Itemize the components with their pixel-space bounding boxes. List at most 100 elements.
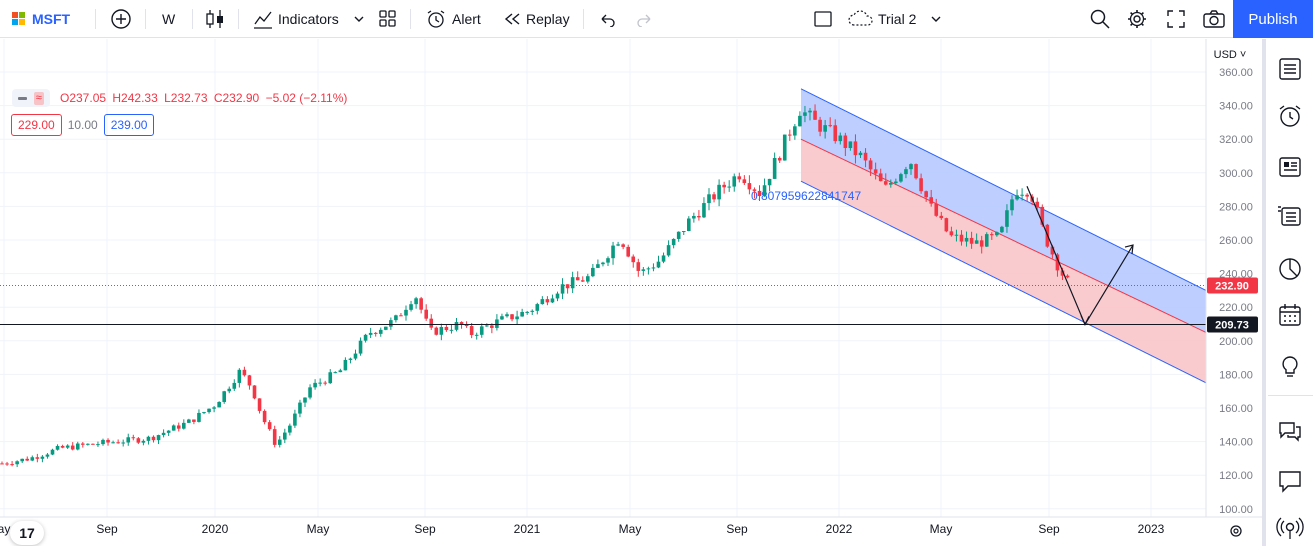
chart-pane[interactable]: 0.807959622841747 360.00 340.00 320.00 300.… (0, 39, 1266, 546)
candle (863, 148, 868, 168)
candle (419, 296, 423, 314)
indicators-button[interactable]: Indicators (252, 0, 339, 38)
candle (858, 151, 863, 159)
axis-settings-icon[interactable] (1230, 525, 1242, 537)
candle (545, 296, 550, 306)
symbol-search[interactable]: MSFT (12, 0, 70, 38)
candle (353, 349, 358, 361)
legend-toggle[interactable]: ≈ (12, 89, 50, 107)
chart-canvas[interactable]: 0.807959622841747 360.00 340.00 320.00 300.… (0, 39, 1262, 546)
candle (1035, 197, 1040, 211)
candle (919, 173, 923, 194)
watchlist-icon[interactable] (1276, 55, 1304, 83)
publish-button[interactable]: Publish (1233, 0, 1313, 38)
candle (1055, 252, 1060, 277)
hotlist-icon[interactable] (1276, 255, 1304, 283)
redo-button[interactable] (636, 0, 654, 38)
price-axis-label: 360.00 (1219, 67, 1253, 79)
candle (474, 332, 479, 340)
candle (242, 366, 247, 377)
candle (146, 435, 151, 445)
ideas-lightbulb-icon[interactable] (1276, 353, 1304, 381)
interval-button[interactable]: W (162, 0, 175, 38)
compare-button[interactable] (110, 0, 132, 38)
candle (116, 439, 120, 444)
news-icon[interactable] (1276, 153, 1304, 181)
settings-button[interactable] (1126, 0, 1148, 38)
undo-button[interactable] (598, 0, 616, 38)
candle (70, 442, 75, 451)
replay-button[interactable]: Replay (503, 0, 570, 38)
candle (1000, 225, 1004, 234)
candle (25, 456, 30, 462)
chat-icon[interactable] (1276, 417, 1304, 445)
price-axis-label: 140.00 (1219, 437, 1253, 449)
currency-label[interactable]: USD ˅ (1214, 49, 1247, 61)
alert-button[interactable]: Alert (425, 0, 481, 38)
camera-icon (1203, 10, 1225, 28)
snapshot-button[interactable] (1202, 0, 1226, 38)
candle (20, 458, 24, 464)
candle (101, 438, 105, 446)
interval-label: W (162, 11, 176, 27)
messages-icon[interactable] (1276, 467, 1304, 495)
chart-type-button[interactable] (205, 0, 225, 38)
time-axis-label: 2021 (514, 522, 541, 536)
open-value: O237.05 (60, 91, 107, 105)
candle (636, 258, 641, 277)
candle (641, 266, 646, 276)
candle (182, 419, 186, 430)
calendar-icon[interactable] (1276, 301, 1304, 329)
candle (934, 198, 939, 217)
candle (212, 406, 216, 413)
candle (176, 422, 181, 432)
candle (823, 119, 827, 139)
candle (232, 379, 237, 391)
channel-lower-line[interactable] (800, 180, 1207, 384)
candle (788, 129, 792, 141)
channel-mid-line[interactable] (800, 138, 1207, 333)
time-axis-label: 2023 (1138, 522, 1165, 536)
templates-button[interactable] (378, 0, 398, 38)
fullscreen-layout-button[interactable] (813, 0, 833, 38)
time-axis-label: 2022 (826, 522, 853, 536)
candle (974, 233, 979, 244)
candle (692, 212, 696, 223)
gear-icon (1128, 10, 1146, 28)
candle (373, 331, 378, 337)
candle (818, 116, 822, 137)
channel-deviation-label: 0.807959622841747 (751, 189, 861, 203)
candle (838, 132, 843, 145)
candle (272, 425, 277, 448)
candle (550, 294, 555, 304)
chevron-down-icon (354, 16, 364, 22)
candle (358, 337, 363, 356)
search-button[interactable] (1089, 0, 1111, 38)
candle (469, 322, 474, 339)
candle (313, 379, 317, 390)
candle (611, 241, 615, 265)
candle (500, 313, 504, 320)
low-input[interactable]: 229.00 (11, 114, 62, 136)
candle (171, 424, 176, 431)
candle (601, 261, 605, 267)
streams-icon[interactable] (1276, 515, 1304, 543)
candle (909, 163, 913, 175)
channel-upper-line[interactable] (800, 88, 1207, 291)
layout-name-button[interactable]: Trial 2 (848, 0, 942, 38)
data-window-icon[interactable] (1276, 202, 1304, 230)
candle (949, 226, 954, 237)
indicators-dropdown[interactable] (353, 0, 365, 38)
high-input[interactable]: 239.00 (103, 114, 155, 136)
candle (429, 314, 434, 330)
time-axis-label: Sep (414, 522, 436, 536)
fullscreen-button[interactable] (1166, 0, 1186, 38)
candle (651, 263, 656, 272)
tradingview-logo[interactable]: 17 (10, 521, 44, 545)
candle (954, 229, 959, 242)
candle (318, 378, 322, 387)
price-axis-label: 120.00 (1219, 470, 1253, 482)
grid-icon (379, 10, 396, 27)
candle (530, 309, 535, 316)
alarm-clock-icon[interactable] (1276, 102, 1304, 130)
